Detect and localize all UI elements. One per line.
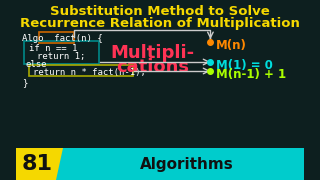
Text: M(1) = 0: M(1) = 0 — [216, 59, 273, 72]
Polygon shape — [56, 148, 304, 180]
Text: if n == 1: if n == 1 — [29, 44, 78, 53]
Text: 81: 81 — [22, 154, 53, 174]
Text: M(n): M(n) — [216, 39, 247, 52]
Text: Algo  fact(n) {: Algo fact(n) { — [22, 34, 103, 43]
Text: cations: cations — [116, 58, 189, 76]
Text: return n * fact(n-1);: return n * fact(n-1); — [33, 68, 146, 77]
Polygon shape — [16, 148, 68, 180]
Text: }: } — [22, 78, 28, 87]
Text: return 1;: return 1; — [37, 52, 85, 61]
Text: Recurrence Relation of Multiplication: Recurrence Relation of Multiplication — [20, 17, 300, 30]
Text: Multipli-: Multipli- — [111, 44, 195, 62]
Text: Substitution Method to Solve: Substitution Method to Solve — [50, 5, 270, 18]
Text: Algorithms: Algorithms — [140, 156, 234, 172]
Text: M(n-1) + 1: M(n-1) + 1 — [216, 68, 286, 81]
Text: else: else — [26, 60, 47, 69]
